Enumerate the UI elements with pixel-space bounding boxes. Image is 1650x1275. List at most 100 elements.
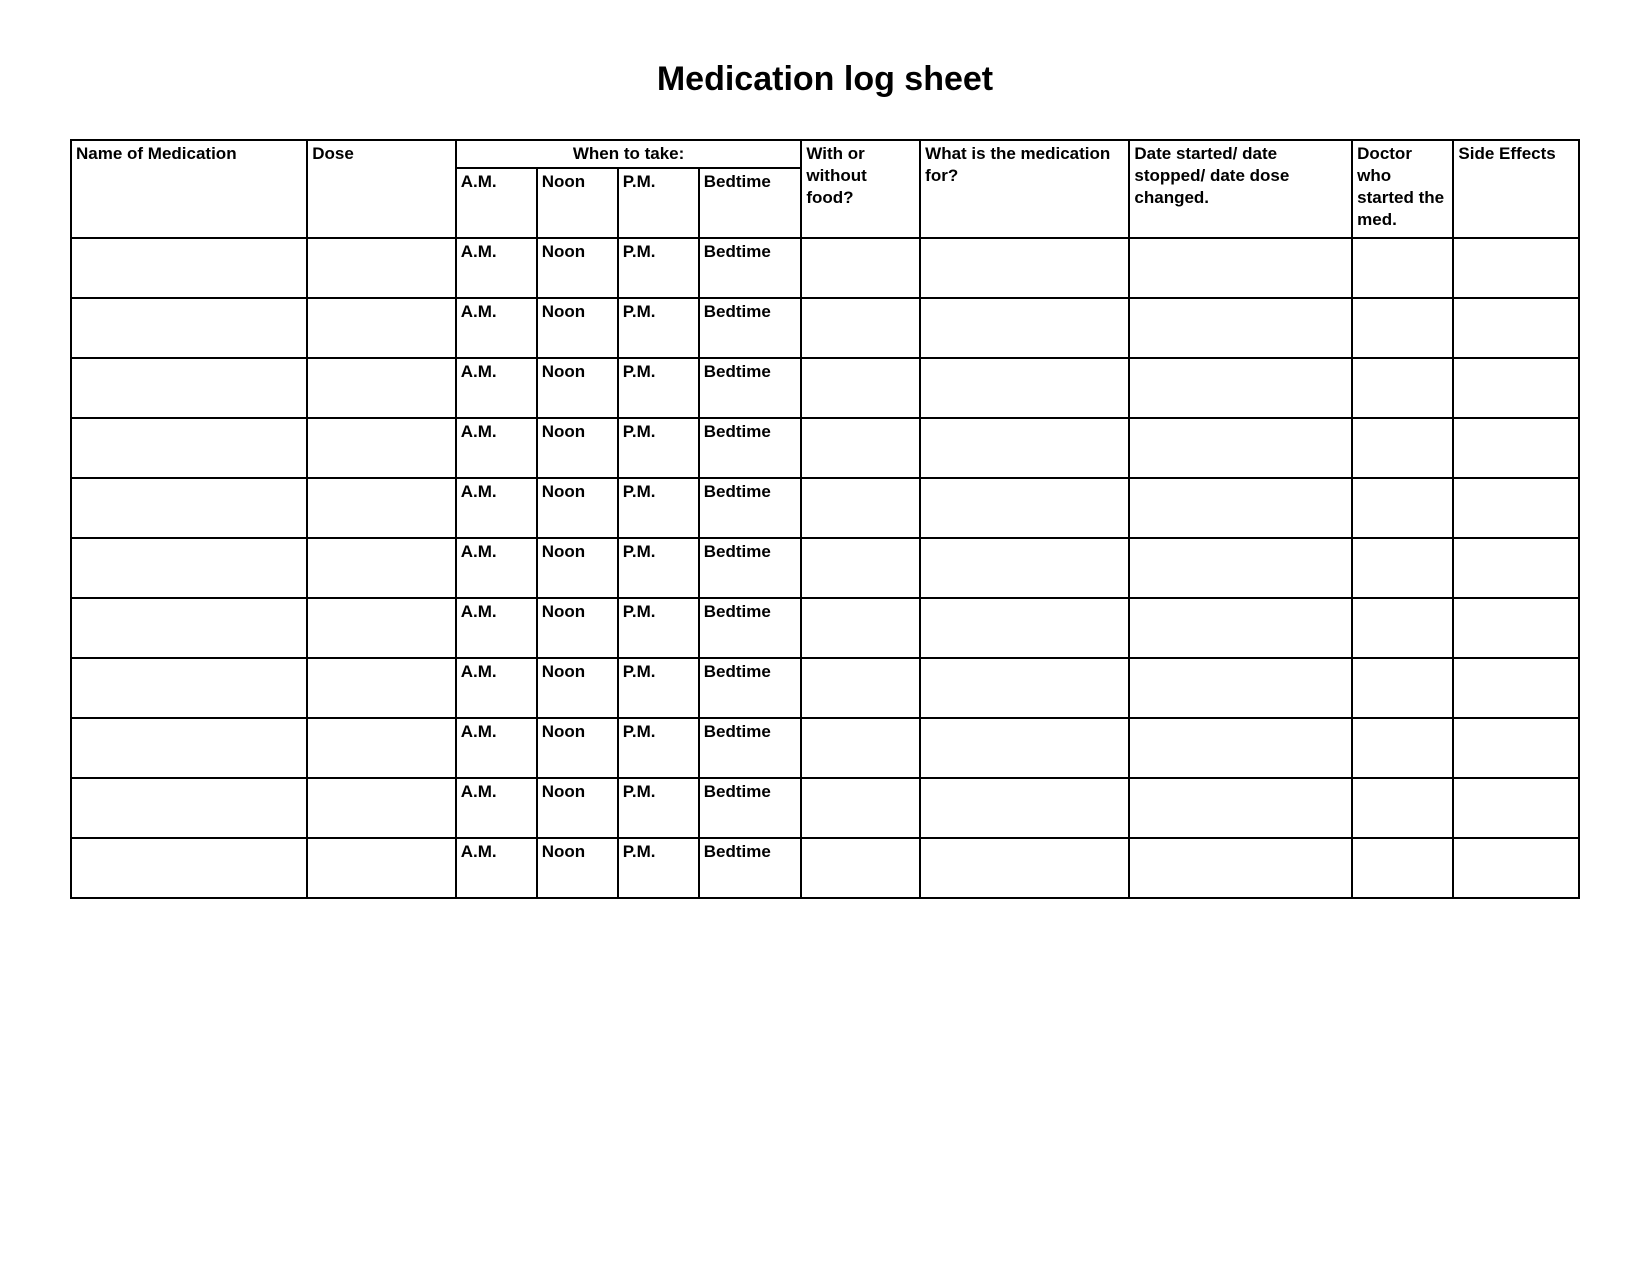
- cell-what-for: [920, 658, 1129, 718]
- table-row: A.M.NoonP.M.Bedtime: [71, 658, 1579, 718]
- cell-pm: P.M.: [618, 478, 699, 538]
- cell-what-for: [920, 778, 1129, 838]
- cell-noon: Noon: [537, 838, 618, 898]
- cell-date: [1129, 718, 1352, 778]
- table-row: A.M.NoonP.M.Bedtime: [71, 298, 1579, 358]
- cell-date: [1129, 778, 1352, 838]
- cell-name: [71, 418, 307, 478]
- cell-side-effects: [1453, 718, 1579, 778]
- cell-side-effects: [1453, 598, 1579, 658]
- cell-bedtime: Bedtime: [699, 598, 802, 658]
- cell-date: [1129, 838, 1352, 898]
- cell-food: [801, 778, 920, 838]
- cell-food: [801, 538, 920, 598]
- cell-doctor: [1352, 478, 1453, 538]
- cell-am: A.M.: [456, 418, 537, 478]
- cell-side-effects: [1453, 778, 1579, 838]
- header-side-effects: Side Effects: [1453, 140, 1579, 238]
- cell-noon: Noon: [537, 358, 618, 418]
- table-row: A.M.NoonP.M.Bedtime: [71, 418, 1579, 478]
- cell-am: A.M.: [456, 778, 537, 838]
- cell-side-effects: [1453, 658, 1579, 718]
- cell-am: A.M.: [456, 598, 537, 658]
- cell-side-effects: [1453, 478, 1579, 538]
- header-date: Date started/ date stopped/ date dose ch…: [1129, 140, 1352, 238]
- cell-name: [71, 658, 307, 718]
- cell-doctor: [1352, 718, 1453, 778]
- table-row: A.M.NoonP.M.Bedtime: [71, 478, 1579, 538]
- header-row-top: Name of Medication Dose When to take: Wi…: [71, 140, 1579, 168]
- cell-name: [71, 538, 307, 598]
- cell-date: [1129, 238, 1352, 298]
- cell-pm: P.M.: [618, 598, 699, 658]
- cell-side-effects: [1453, 538, 1579, 598]
- cell-bedtime: Bedtime: [699, 838, 802, 898]
- header-food: With or without food?: [801, 140, 920, 238]
- cell-date: [1129, 538, 1352, 598]
- cell-what-for: [920, 598, 1129, 658]
- cell-what-for: [920, 718, 1129, 778]
- cell-what-for: [920, 298, 1129, 358]
- cell-food: [801, 238, 920, 298]
- cell-bedtime: Bedtime: [699, 298, 802, 358]
- cell-bedtime: Bedtime: [699, 658, 802, 718]
- cell-noon: Noon: [537, 778, 618, 838]
- cell-side-effects: [1453, 418, 1579, 478]
- header-pm: P.M.: [618, 168, 699, 238]
- cell-food: [801, 658, 920, 718]
- cell-food: [801, 718, 920, 778]
- cell-food: [801, 598, 920, 658]
- header-what-for: What is the medication for?: [920, 140, 1129, 238]
- cell-dose: [307, 298, 456, 358]
- cell-dose: [307, 358, 456, 418]
- cell-noon: Noon: [537, 418, 618, 478]
- cell-dose: [307, 478, 456, 538]
- cell-noon: Noon: [537, 478, 618, 538]
- cell-bedtime: Bedtime: [699, 358, 802, 418]
- header-dose: Dose: [307, 140, 456, 238]
- table-row: A.M.NoonP.M.Bedtime: [71, 598, 1579, 658]
- cell-name: [71, 238, 307, 298]
- cell-pm: P.M.: [618, 418, 699, 478]
- cell-what-for: [920, 238, 1129, 298]
- cell-am: A.M.: [456, 298, 537, 358]
- cell-pm: P.M.: [618, 298, 699, 358]
- cell-am: A.M.: [456, 658, 537, 718]
- page-title: Medication log sheet: [70, 60, 1580, 99]
- table-row: A.M.NoonP.M.Bedtime: [71, 838, 1579, 898]
- cell-name: [71, 718, 307, 778]
- cell-date: [1129, 418, 1352, 478]
- cell-am: A.M.: [456, 838, 537, 898]
- cell-bedtime: Bedtime: [699, 418, 802, 478]
- cell-dose: [307, 598, 456, 658]
- header-bedtime: Bedtime: [699, 168, 802, 238]
- cell-side-effects: [1453, 238, 1579, 298]
- cell-name: [71, 598, 307, 658]
- cell-date: [1129, 478, 1352, 538]
- cell-dose: [307, 658, 456, 718]
- cell-side-effects: [1453, 298, 1579, 358]
- cell-am: A.M.: [456, 358, 537, 418]
- cell-am: A.M.: [456, 718, 537, 778]
- table-body: A.M.NoonP.M.BedtimeA.M.NoonP.M.BedtimeA.…: [71, 238, 1579, 898]
- cell-pm: P.M.: [618, 538, 699, 598]
- cell-dose: [307, 418, 456, 478]
- page-container: Medication log sheet Name of Medication …: [0, 0, 1650, 959]
- cell-food: [801, 298, 920, 358]
- header-name-of-medication: Name of Medication: [71, 140, 307, 238]
- cell-side-effects: [1453, 358, 1579, 418]
- cell-date: [1129, 358, 1352, 418]
- cell-dose: [307, 538, 456, 598]
- header-when-to-take: When to take:: [456, 140, 802, 168]
- cell-pm: P.M.: [618, 718, 699, 778]
- cell-am: A.M.: [456, 238, 537, 298]
- cell-food: [801, 358, 920, 418]
- cell-food: [801, 418, 920, 478]
- table-row: A.M.NoonP.M.Bedtime: [71, 718, 1579, 778]
- cell-noon: Noon: [537, 598, 618, 658]
- cell-date: [1129, 598, 1352, 658]
- cell-doctor: [1352, 238, 1453, 298]
- cell-what-for: [920, 538, 1129, 598]
- cell-noon: Noon: [537, 718, 618, 778]
- cell-name: [71, 838, 307, 898]
